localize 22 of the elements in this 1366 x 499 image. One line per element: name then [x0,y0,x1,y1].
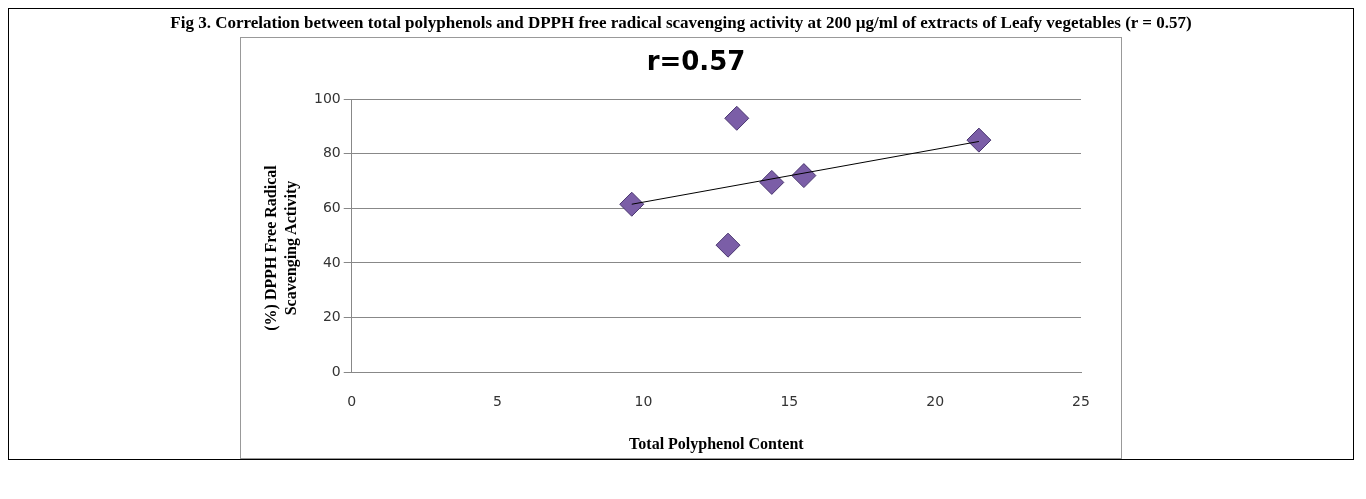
y-tick-label: 60 [322,198,341,215]
point [715,232,741,258]
x-tick-label: 25 [1072,393,1090,410]
point [619,191,645,217]
point [724,105,750,131]
chart-title: Fig 3. Correlation between total polyphenols and DPPH free radical scavenging activity at 200 µg/ml of extracts of Leafy vegetables (r = 0.57) [169,12,1193,34]
y-tick-label: 20 [322,308,341,325]
x-tick-label: 10 [634,393,653,410]
x-tick-label: 0 [347,393,357,410]
point [966,127,992,153]
point [791,163,817,189]
y-tick-label: 40 [322,253,341,270]
x-tick-label: 5 [493,393,503,410]
y-tick-label: 80 [322,144,341,161]
x-tick-label: 15 [780,393,799,410]
y-axis-title: (%) DPPH Free Radical Scavenging Activity [261,164,301,333]
x-axis-title: Total Polyphenol Content [629,434,805,453]
y-tick-label: 0 [331,362,341,379]
x-tick-label: 20 [926,393,945,410]
point [759,169,785,195]
chart-subtitle: r=0.57 [646,46,746,77]
y-tick-label: 100 [313,89,341,106]
